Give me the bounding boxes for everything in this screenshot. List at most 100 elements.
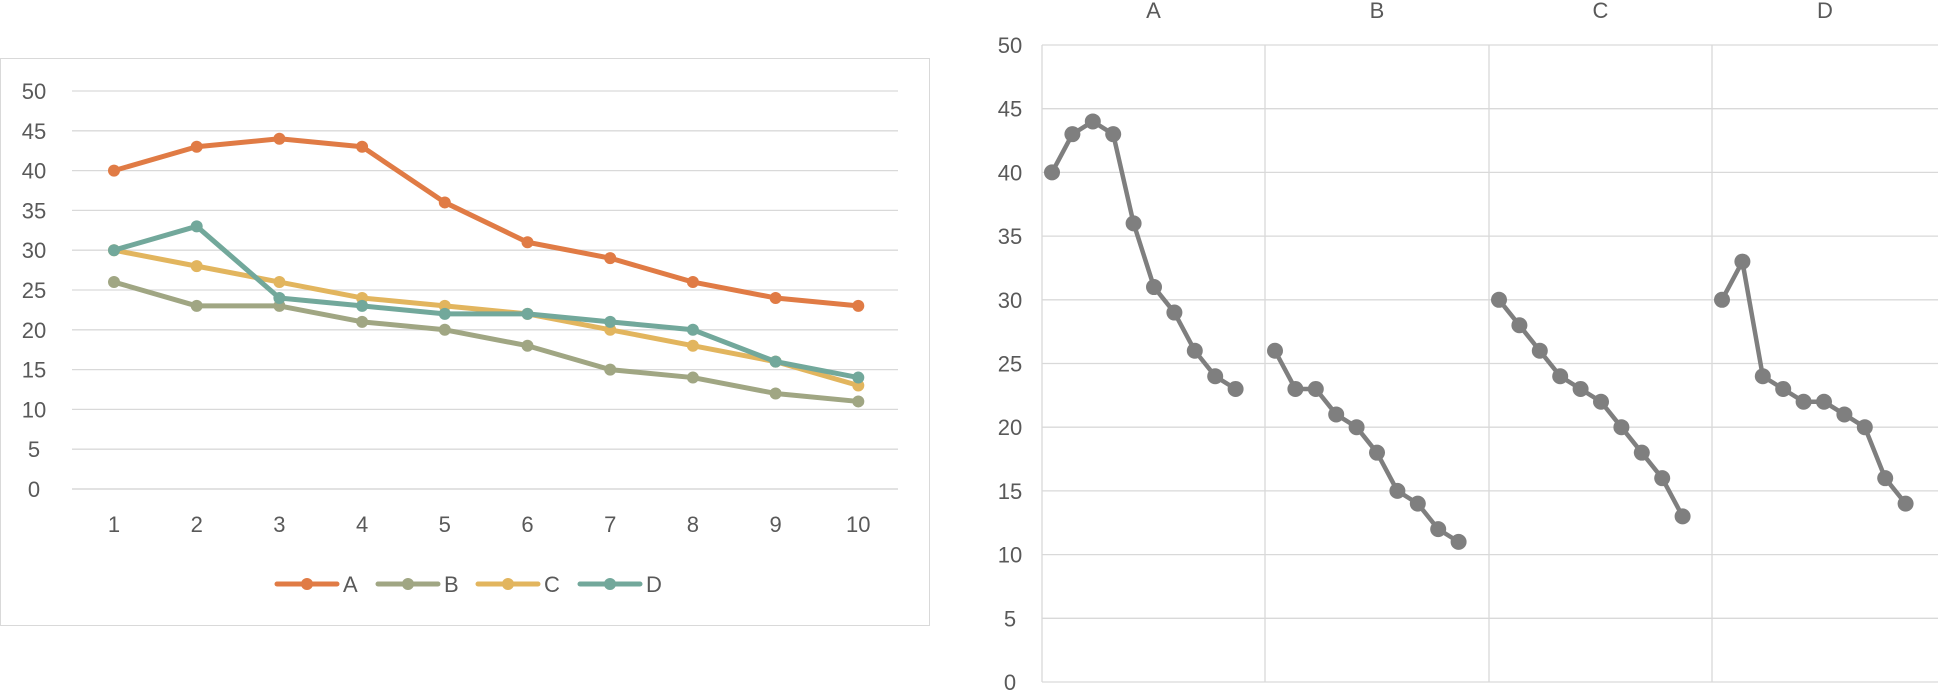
panel-point-B xyxy=(1389,482,1406,499)
series-point-D xyxy=(356,299,369,312)
series-point-B xyxy=(686,371,699,384)
right-y-tick-label: 35 xyxy=(998,224,1022,249)
panel-line-B xyxy=(1272,348,1461,545)
series-point-A xyxy=(604,252,617,265)
legend-label-A: A xyxy=(343,572,358,597)
series-point-D xyxy=(108,244,120,257)
series-point-D xyxy=(604,315,617,328)
legend-marker-D xyxy=(604,578,616,590)
legend-label-C: C xyxy=(544,572,560,597)
series-point-B xyxy=(190,299,203,312)
right-y-tick-label: 40 xyxy=(998,160,1022,185)
legend-label-B: B xyxy=(444,572,459,597)
series-point-C xyxy=(686,339,699,352)
panel-point-A xyxy=(1105,126,1122,143)
series-point-A xyxy=(190,140,203,153)
panel-point-C xyxy=(1654,470,1671,487)
panel-point-A xyxy=(1044,164,1060,181)
legend-marker-A xyxy=(301,578,313,590)
panel-point-A xyxy=(1166,304,1183,321)
series-point-D xyxy=(273,291,286,304)
panel-label-A: A xyxy=(1146,0,1161,23)
right-y-tick-label: 0 xyxy=(1004,670,1016,691)
panel-point-D xyxy=(1714,291,1730,308)
series-point-A xyxy=(273,132,286,145)
panel-point-C xyxy=(1552,368,1569,385)
panel-line-D xyxy=(1719,259,1908,506)
panel-label-C: C xyxy=(1593,0,1609,23)
panel-point-A xyxy=(1207,368,1224,385)
series-point-A xyxy=(686,276,699,289)
panel-line-C xyxy=(1496,297,1685,519)
series-point-A xyxy=(521,236,534,249)
panel-point-D xyxy=(1816,393,1832,410)
panel-point-D xyxy=(1897,495,1914,512)
left-x-tick-label: 5 xyxy=(439,512,451,537)
panel-line-A xyxy=(1049,119,1238,392)
panel-point-C xyxy=(1511,317,1528,334)
series-point-B xyxy=(521,339,534,352)
series-point-C xyxy=(273,276,286,289)
left-chart-frame xyxy=(0,58,930,626)
series-point-D xyxy=(686,323,699,336)
series-point-A xyxy=(438,196,451,209)
left-y-tick-label: 40 xyxy=(22,159,46,184)
series-point-B xyxy=(438,323,451,336)
panel-point-D xyxy=(1856,419,1873,436)
series-point-B xyxy=(356,315,369,328)
left-x-tick-label: 2 xyxy=(191,512,203,537)
legend-marker-B xyxy=(402,578,414,590)
right-y-tick-label: 10 xyxy=(998,543,1022,568)
right-y-tick-label: 50 xyxy=(998,33,1022,58)
legend-marker-C xyxy=(502,578,514,590)
left-x-tick-label: 3 xyxy=(273,512,285,537)
series-point-D xyxy=(769,355,782,368)
left-y-tick-label: 45 xyxy=(22,119,46,144)
left-x-tick-label: 8 xyxy=(687,512,699,537)
left-y-tick-label: 0 xyxy=(28,477,40,502)
panel-point-B xyxy=(1287,380,1304,397)
panel-point-D xyxy=(1795,393,1812,410)
right-y-tick-label: 45 xyxy=(998,97,1022,122)
left-y-tick-label: 25 xyxy=(22,278,46,303)
series-point-C xyxy=(190,260,203,273)
right-chart: 0 5 10 15 20 25 30 35 40 45 50 A B C D xyxy=(998,0,1938,691)
panel-label-D: D xyxy=(1817,0,1833,23)
panel-point-C xyxy=(1593,393,1609,410)
series-line-A xyxy=(111,136,861,309)
series-point-A xyxy=(356,140,369,153)
series-point-A xyxy=(852,299,865,312)
series-line-B xyxy=(111,279,861,404)
series-line-D xyxy=(111,223,861,381)
panel-point-C xyxy=(1674,508,1691,525)
panel-point-B xyxy=(1409,495,1426,512)
series-line-C xyxy=(111,247,861,389)
series-point-B xyxy=(769,387,782,400)
left-y-tick-label: 10 xyxy=(22,397,46,422)
series-point-D xyxy=(521,307,534,320)
panel-point-D xyxy=(1754,368,1771,385)
panel-point-B xyxy=(1450,533,1467,550)
series-point-B xyxy=(852,395,865,408)
left-y-tick-label: 50 xyxy=(22,79,46,104)
panel-point-B xyxy=(1430,521,1447,538)
left-x-tick-label: 7 xyxy=(604,512,616,537)
right-y-tick-label: 15 xyxy=(998,479,1022,504)
right-y-tick-label: 20 xyxy=(998,415,1022,440)
panel-point-C xyxy=(1613,419,1630,436)
panel-point-C xyxy=(1491,291,1507,308)
left-x-tick-label: 10 xyxy=(846,512,870,537)
panel-point-D xyxy=(1836,406,1853,423)
panel-point-A xyxy=(1186,342,1203,359)
left-y-tick-label: 5 xyxy=(28,437,40,462)
panel-point-B xyxy=(1348,419,1365,436)
left-y-tick-label: 20 xyxy=(22,318,46,343)
series-point-B xyxy=(604,363,617,376)
left-x-tick-label: 4 xyxy=(356,512,368,537)
left-x-tick-label: 6 xyxy=(521,512,533,537)
series-point-A xyxy=(108,164,120,177)
panel-point-D xyxy=(1775,380,1792,397)
legend-label-D: D xyxy=(646,572,662,597)
